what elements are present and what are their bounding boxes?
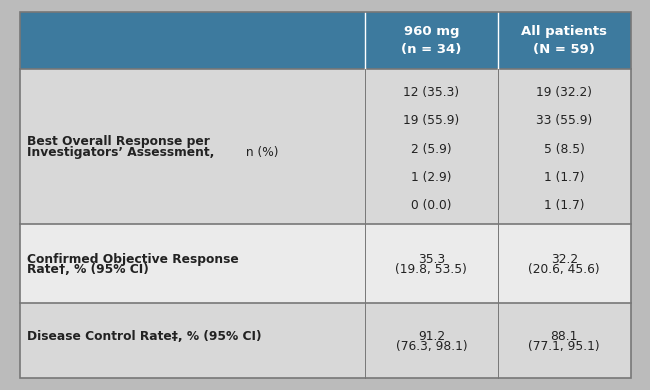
Text: Best Overall Response per: Best Overall Response per: [27, 135, 210, 148]
Text: 88.1: 88.1: [551, 330, 578, 343]
Text: (76.3, 98.1): (76.3, 98.1): [395, 340, 467, 353]
Text: Investigators’ Assessment,: Investigators’ Assessment,: [27, 146, 215, 159]
Text: 33 (55.9): 33 (55.9): [536, 114, 592, 128]
Bar: [20, 69, 630, 224]
Bar: [20, 12, 630, 69]
Bar: [20, 224, 630, 303]
Text: Confirmed Objective Response: Confirmed Objective Response: [27, 253, 239, 266]
Text: 1 (1.7): 1 (1.7): [544, 171, 584, 184]
Text: 1 (2.9): 1 (2.9): [411, 171, 452, 184]
Text: 2 (5.9): 2 (5.9): [411, 143, 452, 156]
Text: 0 (0.0): 0 (0.0): [411, 199, 452, 213]
Text: 35.3: 35.3: [418, 253, 445, 266]
Text: 1 (1.7): 1 (1.7): [544, 199, 584, 213]
Text: Rate†, % (95% CI): Rate†, % (95% CI): [27, 264, 149, 277]
Text: All patients
(N = 59): All patients (N = 59): [521, 25, 607, 56]
Text: (19.8, 53.5): (19.8, 53.5): [395, 263, 467, 276]
Text: (77.1, 95.1): (77.1, 95.1): [528, 340, 600, 353]
Text: 12 (35.3): 12 (35.3): [403, 86, 460, 99]
Text: 19 (55.9): 19 (55.9): [403, 114, 460, 128]
Text: n (%): n (%): [242, 146, 278, 159]
Text: 32.2: 32.2: [551, 253, 578, 266]
Bar: [20, 303, 630, 378]
Text: 5 (8.5): 5 (8.5): [544, 143, 584, 156]
Text: Disease Control Rate‡, % (95% CI): Disease Control Rate‡, % (95% CI): [27, 330, 261, 343]
Text: 91.2: 91.2: [418, 330, 445, 343]
Text: 960 mg
(n = 34): 960 mg (n = 34): [401, 25, 462, 56]
Text: 19 (32.2): 19 (32.2): [536, 86, 592, 99]
Text: (20.6, 45.6): (20.6, 45.6): [528, 263, 600, 276]
